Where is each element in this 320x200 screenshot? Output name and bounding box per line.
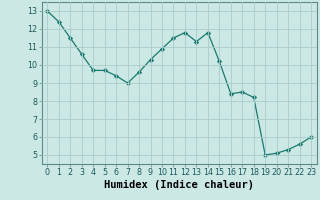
X-axis label: Humidex (Indice chaleur): Humidex (Indice chaleur) — [104, 180, 254, 190]
